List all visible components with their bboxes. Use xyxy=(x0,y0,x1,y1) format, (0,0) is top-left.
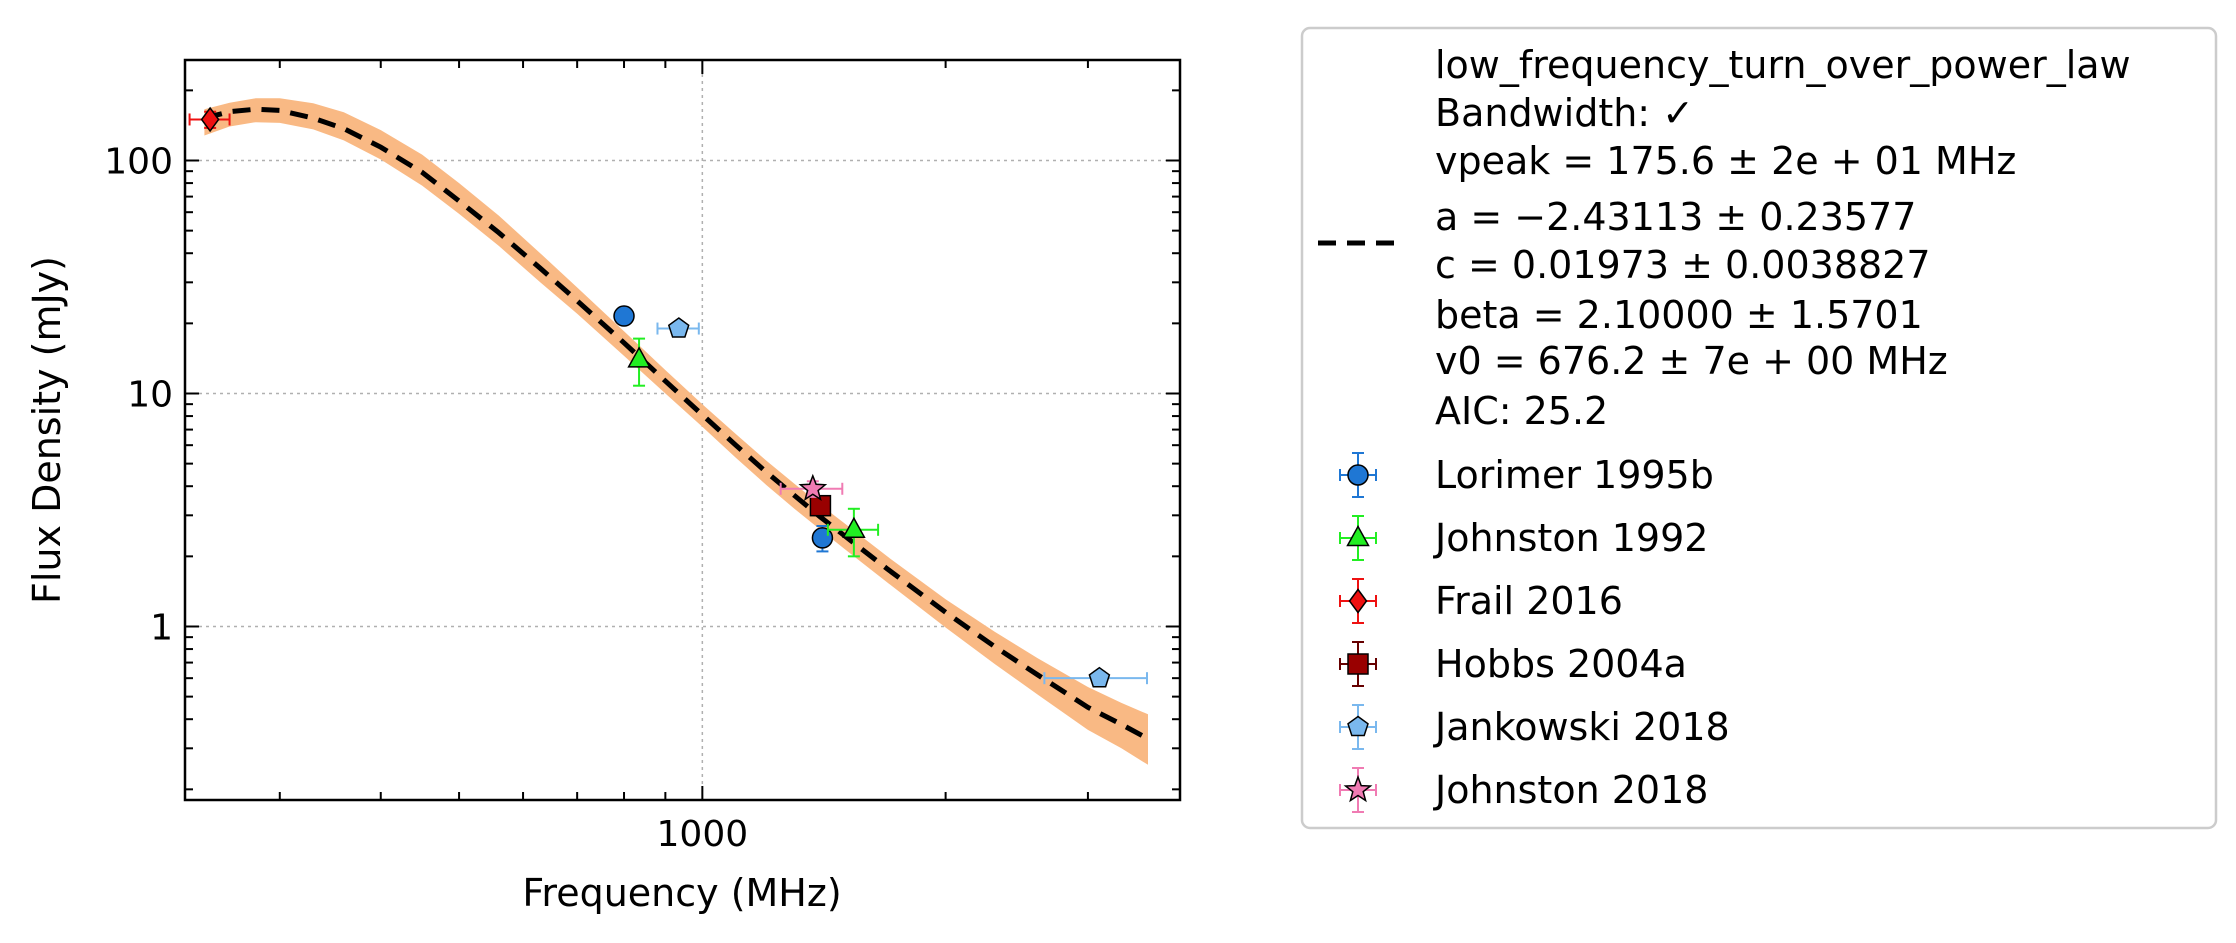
legend-fit-line-7: v0 = 676.2 ± 7e + 00 MHz xyxy=(1435,339,1948,383)
legend-entry-johnston-1992: Johnston 1992 xyxy=(1339,515,1708,561)
data-point xyxy=(811,527,834,549)
series-jankowski-2018 xyxy=(656,317,1148,688)
legend-marker xyxy=(1348,588,1368,614)
data-point xyxy=(613,305,635,327)
legend-fit-line-5: c = 0.01973 ± 0.0038827 xyxy=(1435,243,1931,287)
x-axis-label: Frequency (MHz) xyxy=(522,871,841,915)
y-axis-label: Flux Density (mJy) xyxy=(25,256,69,604)
data-point xyxy=(200,106,220,133)
data-point xyxy=(1088,666,1111,688)
fit-line-layer xyxy=(203,106,1150,741)
data-point xyxy=(627,346,651,368)
fit-band-layer xyxy=(204,98,1148,765)
legend-entry-lorimer-1995b: Lorimer 1995b xyxy=(1339,452,1714,498)
legend-fit-line-6: beta = 2.10000 ± 1.5701 xyxy=(1435,293,1923,337)
legend-fit-line-4: a = −2.43113 ± 0.23577 xyxy=(1435,195,1916,239)
data-point xyxy=(667,317,690,338)
legend-label: Hobbs 2004a xyxy=(1435,642,1687,686)
legend-fit-label: low_frequency_turn_over_power_law Bandwi… xyxy=(1435,43,2131,433)
legend-entry-frail-2016: Frail 2016 xyxy=(1339,578,1623,624)
legend-marker xyxy=(1346,524,1370,547)
legend-marker xyxy=(1343,774,1373,803)
legend-label: Jankowski 2018 xyxy=(1433,705,1730,749)
legend-label: Johnston 2018 xyxy=(1433,768,1708,812)
legend-marker xyxy=(1347,653,1369,675)
data-points-layer xyxy=(188,106,1148,688)
axis-ticks: 1000 1 10 100 xyxy=(104,60,1180,855)
fit-line xyxy=(203,106,1150,741)
legend-fit-line-1: low_frequency_turn_over_power_law xyxy=(1435,43,2131,87)
data-point xyxy=(798,473,828,502)
series-frail-2016 xyxy=(188,106,231,133)
y-tick-label: 1 xyxy=(150,607,173,648)
series-johnston-1992 xyxy=(627,337,880,558)
data-point xyxy=(842,516,866,539)
series-hobbs-2004a xyxy=(809,494,832,517)
series-johnston-2018 xyxy=(779,473,844,502)
legend: low_frequency_turn_over_power_law Bandwi… xyxy=(1300,26,2218,830)
legend-fit-line-3: vpeak = 175.6 ± 2e + 01 MHz xyxy=(1435,139,2016,183)
legend-label: Lorimer 1995b xyxy=(1435,453,1714,497)
y-tick-label: 10 xyxy=(127,374,173,415)
legend-label: Johnston 1992 xyxy=(1433,516,1708,560)
legend-entry-hobbs-2004a: Hobbs 2004a xyxy=(1339,641,1687,687)
legend-fit-line-8: AIC: 25.2 xyxy=(1435,389,1608,433)
x-tick-label: 1000 xyxy=(657,814,749,855)
legend-label: Frail 2016 xyxy=(1435,579,1623,623)
legend-frame xyxy=(1300,26,2218,830)
legend-series-entries: Lorimer 1995b Johnston 1992 Frail 2016 Hobb… xyxy=(1339,452,1730,813)
fit-uncertainty-band xyxy=(204,98,1148,765)
legend-entry-jankowski-2018: Jankowski 2018 xyxy=(1339,704,1730,750)
legend-marker xyxy=(1347,464,1369,486)
data-point xyxy=(809,494,832,517)
y-tick-label: 100 xyxy=(104,142,173,183)
legend-marker xyxy=(1347,715,1369,737)
legend-fit-line-2: Bandwidth: ✓ xyxy=(1435,91,1694,135)
legend-entry-johnston-2018: Johnston 2018 xyxy=(1339,767,1708,813)
